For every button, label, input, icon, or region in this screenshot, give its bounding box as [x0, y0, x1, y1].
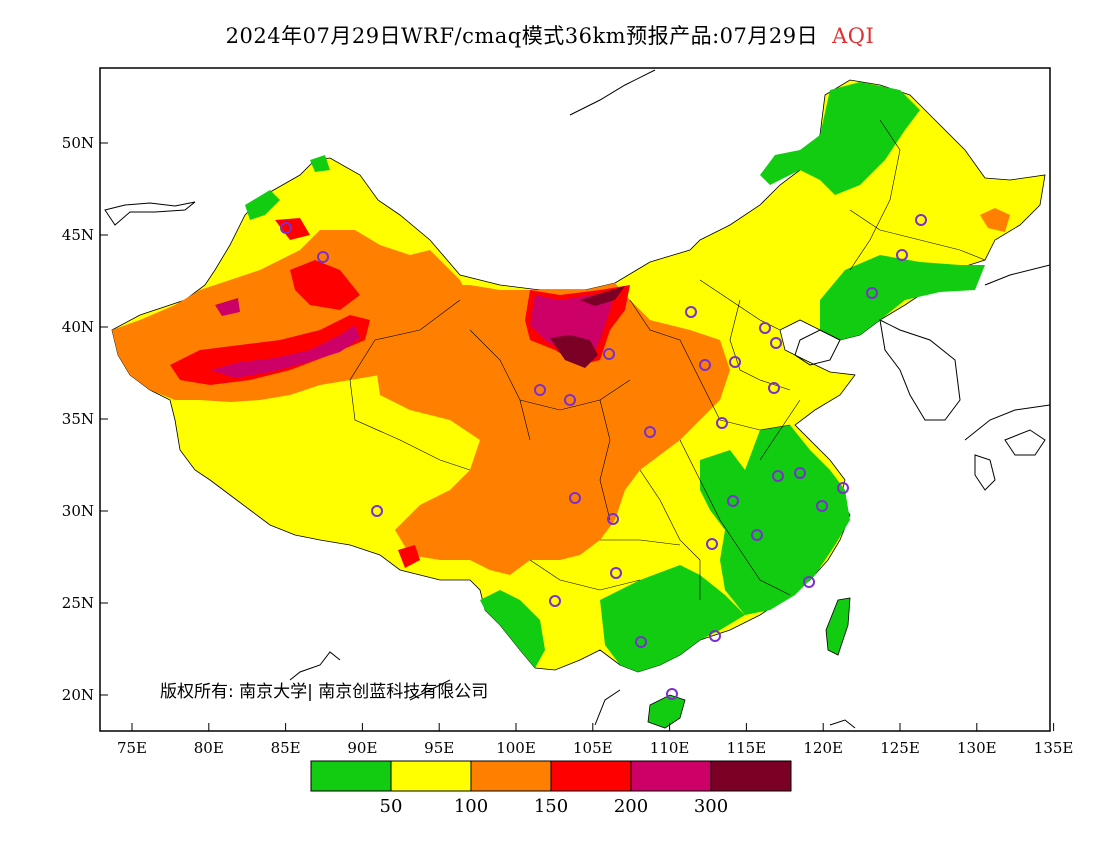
- x-tick-label: 90E: [347, 739, 377, 757]
- x-tick-label: 100E: [496, 739, 536, 757]
- map-content: 版权所有: 南京大学| 南京创蓝科技有限公司: [104, 69, 1050, 729]
- y-axis: 50N 45N 40N 35N 30N 25N 20N: [62, 134, 108, 704]
- station-marker: [569, 492, 581, 504]
- station-marker: [666, 688, 678, 700]
- y-tick-label: 30N: [62, 502, 94, 520]
- station-markers: [280, 214, 927, 700]
- legend-swatch: [710, 760, 792, 792]
- x-tick-label: 130E: [957, 739, 997, 757]
- station-marker: [759, 322, 771, 334]
- green-taiwan: [825, 597, 851, 656]
- station-marker: [716, 417, 728, 429]
- neighbor-coastlines: [104, 69, 1050, 729]
- title-text: 2024年07月29日WRF/cmaq模式36km预报产品:07月29日: [225, 24, 819, 48]
- x-tick-label: 125E: [880, 739, 920, 757]
- station-marker: [280, 222, 292, 234]
- station-marker: [866, 287, 878, 299]
- station-marker: [915, 214, 927, 226]
- station-marker: [770, 337, 782, 349]
- y-tick-label: 20N: [62, 686, 94, 704]
- maroon-ningxia: [550, 335, 598, 368]
- color-legend: 50 100 150 200 300: [310, 760, 792, 817]
- map-title: 2024年07月29日WRF/cmaq模式36km预报产品:07月29日 AQI: [0, 20, 1100, 50]
- station-marker: [706, 538, 718, 550]
- station-marker: [317, 251, 329, 263]
- x-axis: 75E 80E 85E 90E 95E 100E 105E 110E 115E 120E 125E 1…: [117, 723, 1073, 757]
- x-tick-label: 75E: [117, 739, 147, 757]
- station-marker: [816, 500, 828, 512]
- station-marker: [837, 482, 849, 494]
- station-marker: [610, 567, 622, 579]
- green-hainan: [647, 694, 686, 729]
- legend-label: 150: [534, 796, 568, 817]
- station-marker: [603, 348, 615, 360]
- station-marker: [685, 306, 697, 318]
- legend-swatch: [470, 760, 552, 792]
- variable-label: AQI: [832, 24, 875, 48]
- station-marker: [699, 359, 711, 371]
- y-tick-label: 25N: [62, 594, 94, 612]
- legend-label: 200: [614, 796, 648, 817]
- magenta-xinjiang: [210, 325, 360, 378]
- green-east-coast: [700, 425, 850, 615]
- green-liaoning: [820, 255, 985, 340]
- x-tick-label: 110E: [650, 739, 690, 757]
- station-marker: [803, 576, 815, 588]
- red-xinjiang-north: [290, 260, 360, 310]
- magenta-northwest: [215, 298, 240, 316]
- x-tick-label: 115E: [727, 739, 767, 757]
- legend-label: 50: [380, 796, 403, 817]
- legend-swatch: [310, 760, 392, 792]
- orange-central: [370, 283, 730, 575]
- station-marker: [644, 426, 656, 438]
- map-frame: [99, 67, 1051, 732]
- station-marker: [371, 505, 383, 517]
- legend-swatch: [390, 760, 472, 792]
- y-tick-label: 40N: [62, 318, 94, 336]
- y-tick-label: 50N: [62, 134, 94, 152]
- x-tick-label: 80E: [194, 739, 224, 757]
- x-tick-label: 85E: [271, 739, 301, 757]
- x-tick-label: 105E: [573, 739, 613, 757]
- station-marker: [549, 595, 561, 607]
- green-northwest: [245, 155, 330, 220]
- station-marker: [794, 467, 806, 479]
- x-tick-label: 95E: [424, 739, 454, 757]
- station-marker: [896, 249, 908, 261]
- legend-swatch: [550, 760, 632, 792]
- station-marker: [729, 356, 741, 368]
- red-tibet-south: [398, 545, 420, 568]
- station-marker: [564, 394, 576, 406]
- station-marker: [607, 513, 619, 525]
- legend-swatch: [630, 760, 712, 792]
- magenta-loess: [530, 292, 615, 360]
- station-marker: [534, 384, 546, 396]
- maroon-inner-mongolia: [580, 286, 625, 306]
- station-marker: [727, 495, 739, 507]
- x-tick-label: 120E: [803, 739, 843, 757]
- y-tick-label: 45N: [62, 226, 94, 244]
- y-tick-label: 35N: [62, 410, 94, 428]
- legend-label: 300: [694, 796, 728, 817]
- legend-label: 100: [454, 796, 488, 817]
- station-marker: [709, 630, 721, 642]
- copyright-text: 版权所有: 南京大学| 南京创蓝科技有限公司: [160, 682, 488, 702]
- green-southwest: [480, 590, 545, 668]
- station-marker: [751, 529, 763, 541]
- province-boundaries: [349, 119, 986, 600]
- station-marker: [772, 470, 784, 482]
- station-marker: [768, 382, 780, 394]
- x-tick-label: 135E: [1034, 739, 1074, 757]
- station-marker: [635, 636, 647, 648]
- orange-northeast: [980, 208, 1010, 232]
- green-northeast: [760, 82, 920, 195]
